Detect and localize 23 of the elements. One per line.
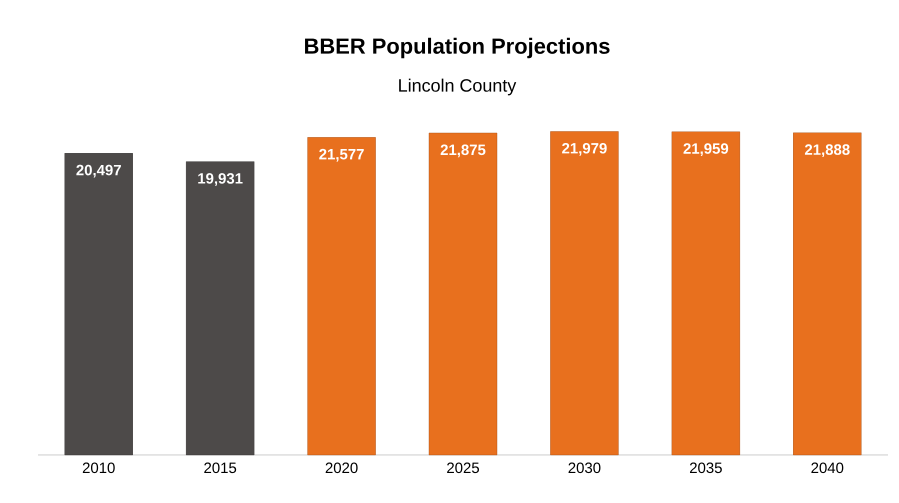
data-label: 20,497 bbox=[76, 164, 121, 178]
x-tick-label: 2035 bbox=[690, 462, 722, 474]
x-tick-label: 2025 bbox=[447, 462, 479, 474]
data-label: 21,959 bbox=[684, 143, 728, 156]
bar bbox=[307, 137, 376, 456]
chart-subtitle: Lincoln County bbox=[399, 78, 516, 96]
data-label: 19,931 bbox=[198, 173, 243, 186]
data-label: 21,979 bbox=[562, 142, 607, 156]
x-tick-label: 2020 bbox=[326, 462, 358, 474]
data-label: 21,888 bbox=[804, 144, 850, 158]
bar bbox=[64, 153, 133, 456]
bar bbox=[793, 132, 862, 456]
data-label: 21,875 bbox=[440, 144, 486, 158]
bar bbox=[672, 132, 740, 456]
bar bbox=[428, 132, 498, 456]
x-tick-label: 2040 bbox=[811, 462, 844, 474]
x-tick-label: 2010 bbox=[82, 462, 115, 474]
chart-title: BBER Population Projections bbox=[305, 38, 610, 58]
x-tick-label: 2030 bbox=[568, 462, 600, 474]
bar bbox=[186, 161, 254, 456]
bar bbox=[550, 131, 619, 456]
x-tick-label: 2015 bbox=[204, 462, 236, 474]
data-label: 21,577 bbox=[319, 148, 364, 162]
